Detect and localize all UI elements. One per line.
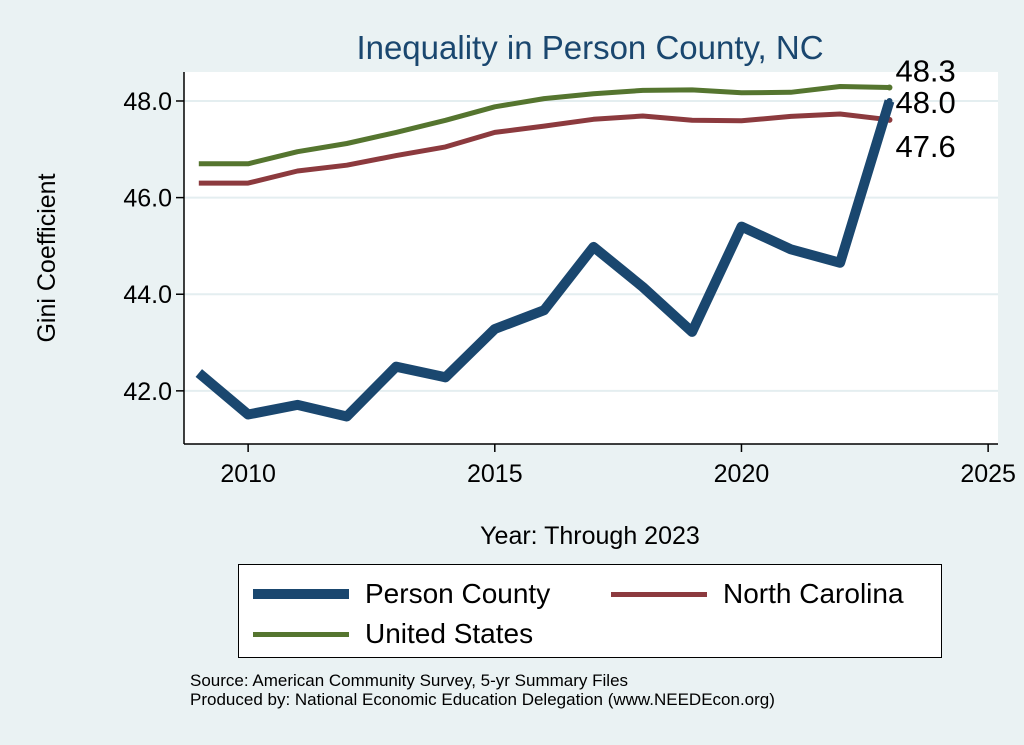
legend-label-person-county: Person County — [365, 578, 551, 609]
x-tick-label: 2020 — [714, 460, 770, 488]
y-tick-label: 42.0 — [123, 378, 172, 406]
series-line-north-carolina — [198, 111, 890, 186]
series-line-person-county — [195, 99, 895, 422]
x-tick-label: 2010 — [220, 460, 276, 488]
legend-label-united-states: United States — [365, 618, 534, 649]
legend-swatch-united-states — [253, 631, 349, 637]
end-labels: 48.3 47.6 48.0 — [895, 53, 955, 163]
series-lines — [195, 84, 895, 422]
produced-by-note: Produced by: National Economic Education… — [190, 690, 775, 709]
x-tick-label: 2025 — [960, 460, 1016, 488]
y-tick-label: 48.0 — [123, 88, 172, 116]
legend-swatch-north-carolina — [611, 591, 707, 597]
legend-item-north-carolina: North Carolina — [611, 576, 904, 612]
series-line-united-states — [198, 84, 890, 167]
end-label-person-county: 48.0 — [895, 85, 955, 120]
y-tick-label: 46.0 — [123, 185, 172, 213]
end-label-north-carolina: 47.6 — [895, 129, 955, 164]
y-axis-label: Gini Coefficient — [33, 173, 61, 342]
legend-item-united-states: United States — [253, 616, 533, 652]
chart-title: Inequality in Person County, NC — [356, 29, 823, 66]
legend-swatch-person-county — [253, 589, 349, 599]
footer: Source: American Community Survey, 5-yr … — [190, 671, 775, 709]
end-point-united-states — [886, 84, 893, 91]
end-label-united-states: 48.3 — [895, 53, 955, 88]
legend-item-person-county: Person County — [253, 576, 550, 612]
end-point-person-county — [886, 97, 893, 104]
x-axis-label: Year: Through 2023 — [480, 522, 700, 550]
y-tick-label: 44.0 — [123, 281, 172, 309]
axes: 42.0 44.0 46.0 48.0 2010 2015 2020 2025 — [123, 72, 1016, 488]
legend-label-north-carolina: North Carolina — [723, 578, 904, 609]
x-tick-label: 2015 — [467, 460, 523, 488]
source-note: Source: American Community Survey, 5-yr … — [190, 671, 629, 690]
legend: Person County North Carolina United Stat… — [238, 564, 942, 658]
